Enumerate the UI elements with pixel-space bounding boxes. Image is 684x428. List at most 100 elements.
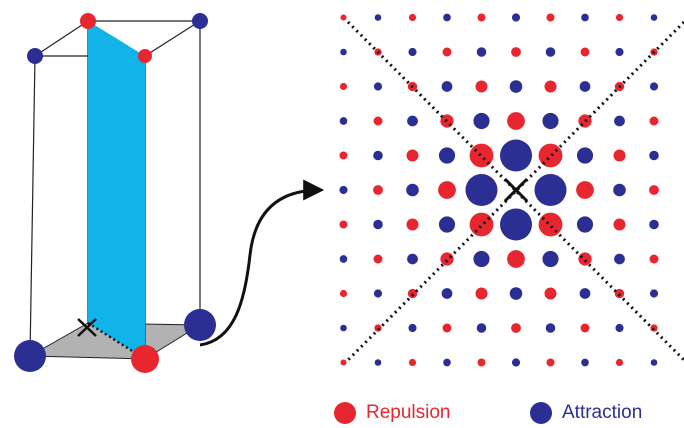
attraction-dot: [473, 250, 490, 268]
attraction-dot: [581, 358, 589, 367]
attraction-dot: [649, 289, 659, 298]
attraction-dot: [500, 139, 532, 172]
attraction-dot: [339, 117, 348, 125]
unit-cell: [14, 13, 216, 373]
repulsion-dot: [438, 181, 456, 199]
attraction-dot: [373, 82, 383, 91]
attraction-dot: [406, 183, 419, 197]
repulsion-dot: [649, 116, 659, 126]
repulsion-dot: [440, 252, 454, 266]
attraction-dot: [613, 183, 626, 197]
atom-top-front: [138, 49, 152, 63]
repulsion-dot: [339, 151, 348, 160]
repulsion-dot: [477, 358, 486, 367]
attraction-dot: [500, 208, 532, 241]
repulsion-dot: [469, 212, 494, 237]
repulsion-dot: [507, 112, 525, 130]
repulsion-dot: [373, 254, 383, 264]
attraction-dot: [476, 323, 487, 333]
repulsion-dot: [544, 80, 557, 93]
attraction-dot: [579, 288, 591, 299]
legend-attraction-label: Attraction: [562, 402, 643, 423]
repulsion-dot: [408, 358, 417, 367]
attraction-dot: [373, 289, 383, 298]
attraction-dot: [509, 80, 523, 93]
attraction-dot: [443, 13, 451, 22]
repulsion-dot: [614, 288, 625, 299]
repulsion-dot: [339, 220, 348, 229]
repulsion-dot: [544, 287, 557, 300]
atom-top-left: [27, 48, 43, 64]
atom-bottom-right: [184, 309, 216, 341]
attraction-dot: [614, 115, 625, 127]
repulsion-dot: [477, 13, 486, 22]
legend-attraction: Attraction: [530, 398, 642, 428]
attraction-dot: [615, 47, 624, 57]
repulsion-dot: [406, 149, 419, 162]
curved-arrow: [199, 179, 325, 347]
legend-repulsion: Repulsion: [334, 398, 451, 428]
repulsion-dot: [613, 218, 626, 231]
attraction-dot: [650, 359, 658, 366]
attraction-dot: [441, 288, 453, 299]
repulsion-dot: [578, 252, 592, 266]
attraction-dot: [465, 174, 498, 206]
attraction-dot: [614, 253, 625, 265]
attraction-dot: [650, 14, 658, 21]
attraction-dot: [545, 323, 556, 333]
repulsion-dot: [613, 149, 626, 162]
repulsion-dot: [406, 218, 419, 231]
repulsion-dot: [469, 143, 494, 168]
attraction-dot: [476, 47, 487, 57]
repulsion-dot: [615, 13, 624, 22]
repulsion-dot: [407, 288, 418, 299]
legend-repulsion-label: Repulsion: [366, 402, 451, 423]
attraction-dot: [373, 219, 383, 230]
attraction-dot: [374, 14, 382, 21]
atom-top-back: [80, 13, 96, 29]
attraction-dot: [408, 47, 417, 57]
atom-top-right: [192, 13, 208, 29]
repulsion-dot: [339, 289, 348, 298]
repulsion-dot: [546, 358, 555, 367]
repulsion-dot: [408, 13, 417, 22]
repulsion-dot: [339, 82, 348, 91]
attraction-dot: [509, 287, 523, 300]
attraction-dot: [407, 253, 418, 265]
attraction-dot: [579, 81, 591, 92]
attraction-dot: [340, 324, 347, 332]
repulsion-dot: [340, 14, 347, 21]
center-cross-mark: [77, 318, 97, 337]
repulsion-dot: [373, 185, 383, 195]
attraction-dot: [373, 150, 383, 161]
repulsion-dot: [546, 13, 555, 22]
repulsion-dot: [576, 181, 594, 199]
attraction-dot: [615, 323, 624, 333]
attraction-dot: [339, 185, 348, 195]
attraction-dot: [576, 216, 594, 233]
grid-center-cross-mark: [503, 177, 529, 203]
attraction-dot: [407, 115, 418, 127]
repulsion-dot: [340, 359, 347, 366]
grid-diagonals: [346, 20, 684, 362]
attraction-dot: [542, 250, 559, 268]
repulsion-dot: [615, 358, 624, 367]
attraction-dot: [374, 359, 382, 366]
attraction-dot: [473, 112, 490, 130]
repulsion-dot: [538, 212, 563, 237]
attraction-dot: [438, 216, 456, 233]
repulsion-dot: [507, 250, 525, 268]
repulsion-dot: [649, 254, 659, 264]
repulsion-dot: [580, 47, 590, 57]
repulsion-dot: [538, 143, 563, 168]
repulsion-dot: [649, 185, 659, 195]
attraction-dot-icon: [530, 402, 552, 424]
attraction-dot: [443, 358, 451, 367]
attraction-dot: [649, 82, 659, 91]
repulsion-dot: [475, 287, 488, 300]
attraction-dot: [339, 255, 348, 263]
attraction-dot: [649, 150, 659, 161]
atom-bottom-front: [131, 345, 159, 373]
attraction-dot: [438, 147, 456, 164]
